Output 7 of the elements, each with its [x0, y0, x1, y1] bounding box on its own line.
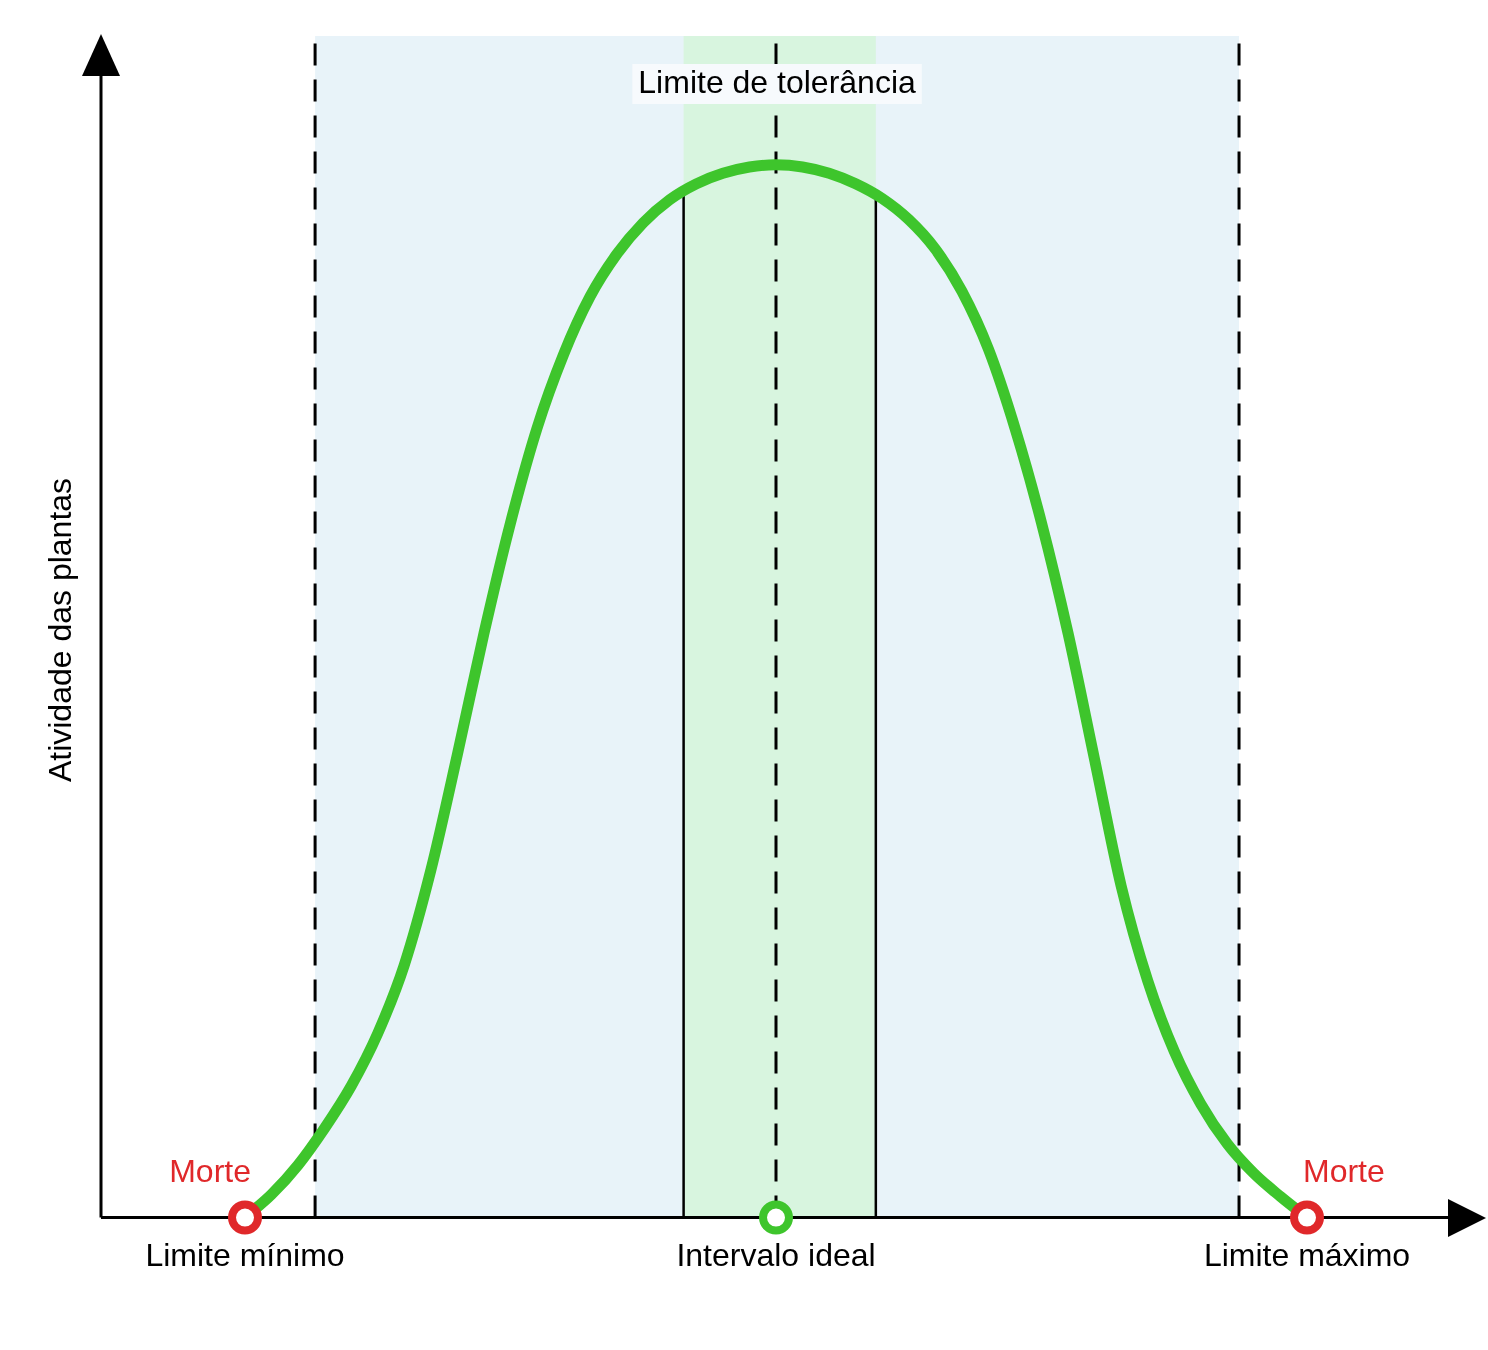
x-tick-label: Limite mínimo [145, 1236, 345, 1273]
x-tick-label: Intervalo ideal [676, 1236, 876, 1273]
annotation: Morte [1303, 1152, 1385, 1189]
y-axis-title: Atividade das plantas [41, 477, 78, 783]
annotation: Morte [169, 1152, 251, 1189]
x-tick-label: Limite máximo [1203, 1236, 1411, 1273]
text: Limite de tolerância [638, 63, 917, 100]
